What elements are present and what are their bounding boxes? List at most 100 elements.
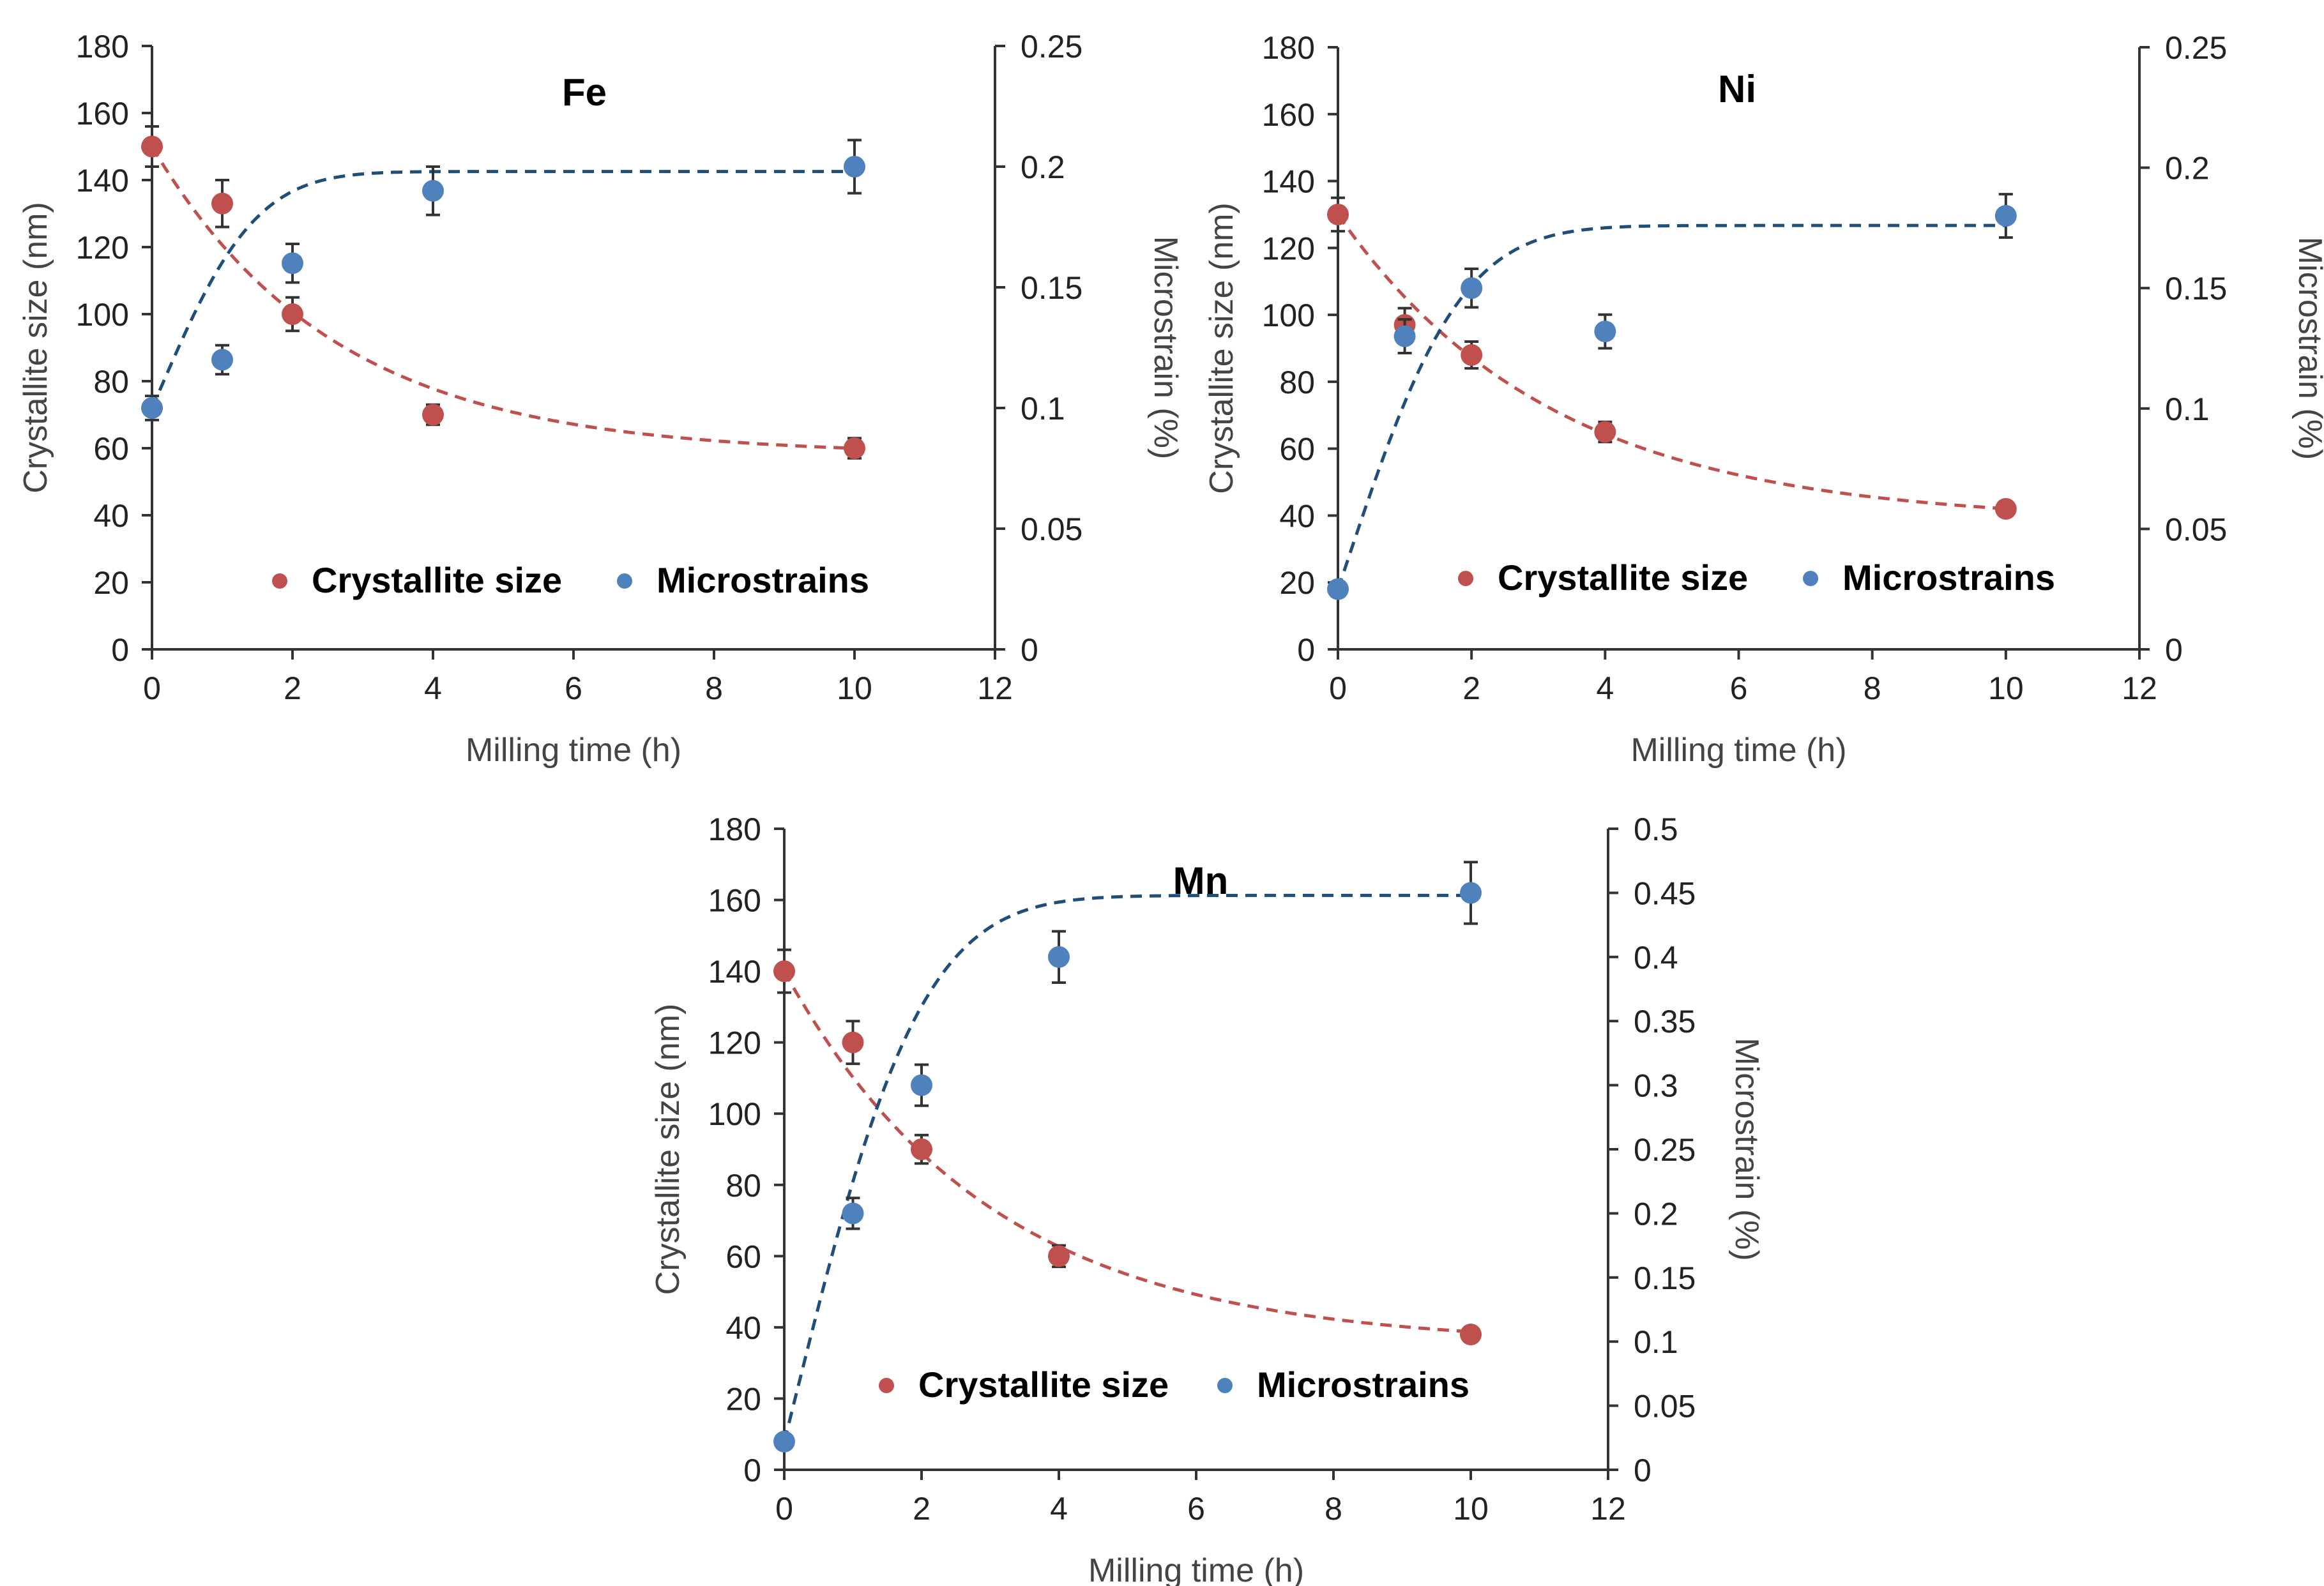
crystallite-point xyxy=(1594,421,1616,443)
y2-axis-title: Microstrain (%) xyxy=(1147,236,1184,460)
y2-axis-title: Microstrain (%) xyxy=(2291,237,2324,460)
y-tick-label: 80 xyxy=(1279,365,1315,400)
y-tick-label: 80 xyxy=(725,1168,761,1204)
x-tick-label: 0 xyxy=(775,1491,793,1527)
legend-label-crystallite: Crystallite size xyxy=(918,1364,1169,1405)
y-tick-label: 180 xyxy=(1262,30,1315,66)
x-tick-label: 8 xyxy=(705,670,723,706)
y2-tick-label: 0.15 xyxy=(2165,271,2227,306)
y-tick-label: 20 xyxy=(93,565,129,601)
y-tick-label: 120 xyxy=(1262,230,1315,266)
crystallite-fit-line xyxy=(782,970,1471,1334)
x-tick-label: 10 xyxy=(837,670,872,706)
y-axis-title: Crystallite size (nm) xyxy=(1203,202,1240,494)
y-tick-label: 120 xyxy=(76,230,129,266)
microstrain-point xyxy=(911,1074,932,1096)
x-axis-title: Milling time (h) xyxy=(1630,732,1846,769)
microstrain-fit-line xyxy=(782,893,1471,1442)
y-tick-label: 140 xyxy=(76,163,129,199)
legend-label-crystallite: Crystallite size xyxy=(312,560,562,600)
crystallite-fit-line xyxy=(1336,213,2006,511)
crystallite-point xyxy=(282,303,303,325)
x-tick-label: 0 xyxy=(143,670,161,706)
y-tick-label: 100 xyxy=(1262,298,1315,333)
crystallite-point xyxy=(141,135,163,158)
y2-tick-label: 0 xyxy=(2165,632,2183,668)
microstrain-point xyxy=(141,397,163,419)
x-tick-label: 2 xyxy=(1462,670,1480,706)
y-tick-label: 20 xyxy=(725,1381,761,1417)
microstrain-point xyxy=(422,179,444,202)
y2-tick-label: 0.2 xyxy=(1021,149,1065,185)
y-tick-label: 100 xyxy=(76,297,129,333)
microstrain-point xyxy=(1327,578,1349,600)
microstrain-point xyxy=(1461,277,1483,299)
crystallite-point xyxy=(211,192,233,215)
y2-tick-label: 0.45 xyxy=(1634,875,1696,911)
y2-tick-label: 0.05 xyxy=(1021,511,1082,547)
y2-tick-label: 0.2 xyxy=(1634,1196,1678,1232)
microstrain-fit-line xyxy=(150,170,854,409)
microstrain-point xyxy=(1594,321,1616,343)
legend-marker-crystallite xyxy=(1458,571,1473,586)
x-tick-label: 2 xyxy=(913,1491,930,1527)
x-tick-label: 6 xyxy=(565,670,582,706)
legend-label-microstrain: Microstrains xyxy=(657,560,869,600)
y2-axis-title: Microstrain (%) xyxy=(1728,1038,1765,1261)
y2-tick-label: 0 xyxy=(1634,1453,1652,1488)
y-tick-label: 0 xyxy=(1297,632,1315,668)
y-tick-label: 140 xyxy=(708,954,761,990)
y-axis-title: Crystallite size (nm) xyxy=(17,202,54,494)
y-tick-label: 60 xyxy=(1279,432,1315,467)
y-tick-label: 160 xyxy=(1262,97,1315,133)
x-tick-label: 12 xyxy=(2122,670,2157,706)
microstrain-point xyxy=(282,252,303,275)
y-tick-label: 180 xyxy=(76,29,129,64)
y-tick-label: 60 xyxy=(725,1239,761,1274)
y2-tick-label: 0.5 xyxy=(1634,812,1678,847)
crystallite-point xyxy=(911,1138,932,1160)
crystallite-fit-line xyxy=(150,146,855,450)
legend-label-microstrain: Microstrains xyxy=(1257,1364,1470,1405)
crystallite-point xyxy=(1327,203,1349,225)
chart-panel-fe: 0 2 4 6 8 10 1202040608010012014016018000.050.… xyxy=(17,29,1184,769)
x-tick-label: 10 xyxy=(1988,670,2024,706)
x-tick-label: 4 xyxy=(424,670,442,706)
x-tick-label: 8 xyxy=(1864,670,1881,706)
microstrain-point xyxy=(1460,882,1482,904)
microstrain-point xyxy=(773,1430,795,1453)
crystallite-point xyxy=(1994,497,2017,520)
x-tick-label: 0 xyxy=(1329,670,1347,706)
y-tick-label: 40 xyxy=(725,1310,761,1346)
crystallite-point xyxy=(1461,344,1483,366)
y2-tick-label: 0.15 xyxy=(1021,270,1082,306)
y2-tick-label: 0.35 xyxy=(1634,1004,1696,1039)
legend-marker-crystallite xyxy=(879,1378,894,1393)
panel-title: Mn xyxy=(1173,859,1229,902)
legend-label-microstrain: Microstrains xyxy=(1842,557,2055,598)
y-tick-label: 80 xyxy=(93,364,129,400)
chart-panel-mn: 0 2 4 6 8 10 1202040608010012014016018000.050.… xyxy=(649,812,1765,1586)
y2-tick-label: 0.25 xyxy=(2165,30,2227,66)
crystallite-point xyxy=(1048,1245,1070,1267)
microstrain-point xyxy=(844,156,865,177)
y2-tick-label: 0.05 xyxy=(1634,1389,1696,1424)
x-tick-label: 12 xyxy=(1590,1491,1626,1527)
y2-tick-label: 0.1 xyxy=(1021,391,1065,427)
legend-label-crystallite: Crystallite size xyxy=(1498,557,1748,598)
microstrain-point xyxy=(842,1202,864,1225)
y2-tick-label: 0.1 xyxy=(2165,391,2210,427)
x-tick-label: 10 xyxy=(1453,1491,1489,1527)
y2-tick-label: 0.1 xyxy=(1634,1324,1678,1360)
y-tick-label: 40 xyxy=(93,498,129,534)
crystallite-point xyxy=(422,404,444,426)
y2-tick-label: 0.2 xyxy=(2165,151,2210,186)
y-tick-label: 20 xyxy=(1279,565,1315,601)
legend-marker-microstrain xyxy=(1803,571,1818,586)
y2-tick-label: 0.25 xyxy=(1021,29,1082,64)
x-tick-label: 8 xyxy=(1325,1491,1342,1527)
x-tick-label: 4 xyxy=(1596,670,1614,706)
y-tick-label: 60 xyxy=(93,431,129,467)
y-tick-label: 100 xyxy=(708,1096,761,1132)
